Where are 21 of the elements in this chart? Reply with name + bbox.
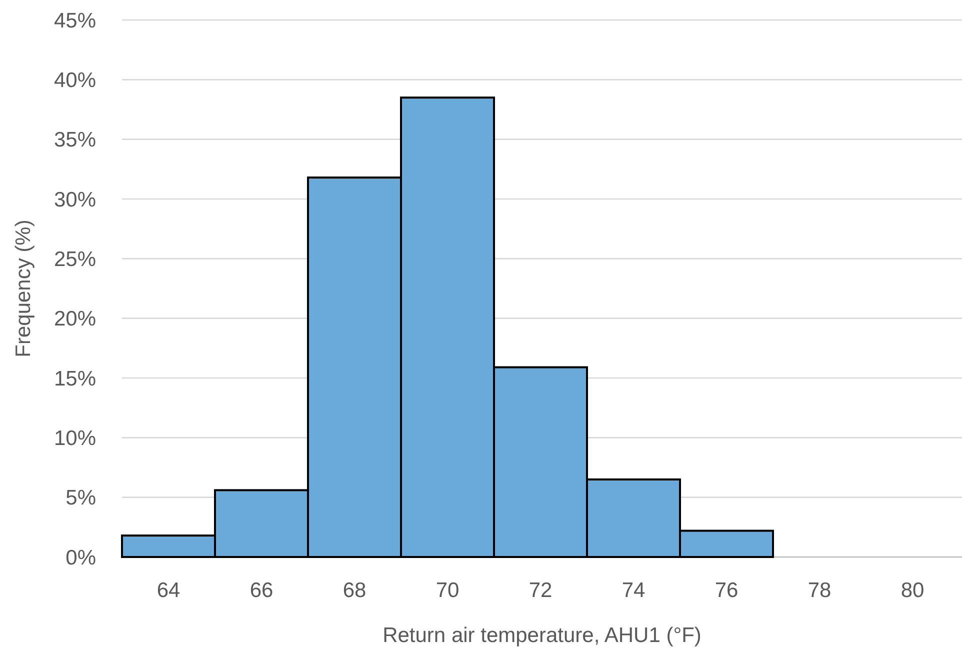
y-tick-label: 20%: [54, 308, 96, 331]
x-tick-label: 78: [808, 579, 832, 602]
y-tick-label: 15%: [54, 367, 96, 390]
x-tick-label: 72: [528, 579, 552, 602]
y-tick-label: 10%: [54, 427, 96, 450]
y-tick-label: 45%: [54, 9, 96, 32]
y-tick-label: 25%: [54, 248, 96, 272]
x-tick-label: 64: [156, 579, 180, 602]
y-tick-label: 40%: [54, 69, 96, 92]
x-axis-title: Return air temperature, AHU1 (°F): [382, 624, 702, 647]
x-tick-label: 76: [714, 579, 738, 602]
x-tick-label: 74: [622, 579, 646, 602]
x-tick-label: 68: [342, 579, 366, 602]
x-tick-label: 70: [436, 579, 460, 602]
x-tick-label: 66: [250, 579, 274, 602]
y-tick-label: 0%: [66, 546, 96, 570]
x-tick-label: 80: [900, 579, 924, 602]
y-tick-label: 5%: [66, 486, 96, 510]
y-tick-label: 35%: [54, 128, 96, 152]
y-axis-title: Frequency (%): [12, 220, 35, 358]
y-tick-label: 30%: [54, 188, 96, 212]
